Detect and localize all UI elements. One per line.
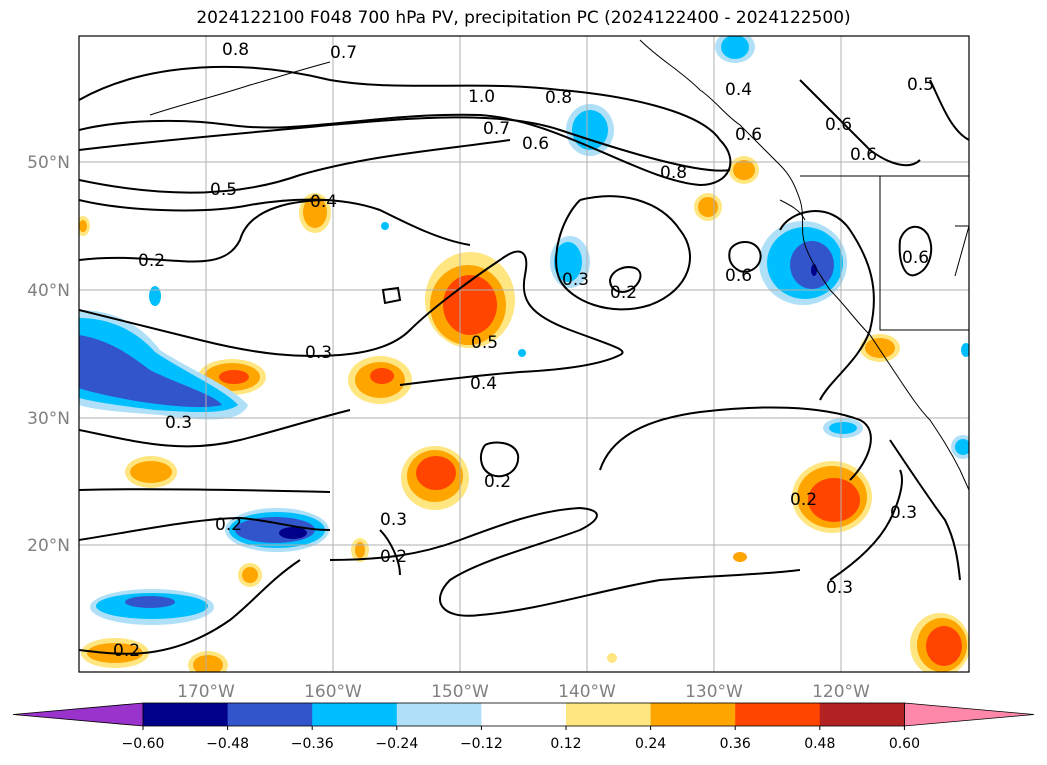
contour-label: 0.2 [380,547,407,567]
contour-label: 0.3 [165,413,192,433]
contour-label: 0.5 [471,333,498,353]
lat-tick-label: 50°N [27,153,70,173]
contour-label: 0.3 [890,503,917,523]
colorbar-segment [143,703,229,726]
contour-label: 0.2 [113,641,140,661]
contour-label: 0.2 [138,251,165,271]
lon-tick-label: 120°W [812,682,870,702]
contour-label: 0.2 [484,472,511,492]
graticule [79,36,969,672]
colorbar-extend-low [12,702,144,727]
contour-label: 0.2 [610,283,637,303]
colorbar-tick-label: 0.36 [720,736,751,752]
contour-label: 0.6 [522,134,549,154]
colorbar-tick-label: −0.60 [122,736,165,752]
colorbar-segment [650,703,736,726]
colorbar-segment [312,703,398,726]
coastlines [149,39,969,491]
lat-tick-label: 30°N [27,409,70,429]
colorbar-tick-label: 0.24 [635,736,666,752]
contour-label: 0.3 [826,578,853,598]
contour-labels: 0.8 0.7 1.0 0.8 0.4 0.7 0.6 0.6 0.8 0.5 … [113,40,934,661]
colorbar-tick-label: 0.60 [889,736,920,752]
colorbar: −0.60 −0.48 −0.36 −0.24 −0.12 0.12 0.24 0.36 0.4… [12,702,1035,752]
lon-tick-label: 130°W [685,682,743,702]
map-title: 2024122100 F048 700 hPa PV, precipitatio… [196,8,851,28]
colorbar-segment [819,703,905,726]
contour-label: 0.6 [902,248,929,268]
contour-label: 0.2 [790,490,817,510]
lon-tick-labels: 170°W 160°W 150°W 140°W 130°W 120°W [177,682,870,702]
lon-tick-label: 140°W [558,682,616,702]
colorbar-segment [396,703,482,726]
contour-label: 0.3 [562,270,589,290]
contour-label: 0.6 [850,145,877,165]
lat-tick-label: 40°N [27,281,70,301]
contour-label: 0.6 [725,266,752,286]
colorbar-outline [142,702,905,727]
contour-label: 0.4 [470,374,497,394]
colorbar-segment [481,703,567,726]
contour-label: 0.8 [222,40,249,60]
contour-label: 0.8 [660,163,687,183]
contour-label: 0.3 [380,510,407,530]
colorbar-tick-label: 0.48 [804,736,835,752]
lon-tick-label: 170°W [177,682,235,702]
colorbar-tick-label: 0.12 [550,736,581,752]
contour-label: 0.6 [825,115,852,135]
colorbar-segment [227,703,313,726]
lon-tick-label: 160°W [304,682,362,702]
contour-label: 1.0 [468,87,495,107]
colorbar-tick-label: −0.12 [460,736,503,752]
contour-label: 0.7 [483,119,510,139]
contour-label: 0.2 [215,515,242,535]
colorbar-tick-label: −0.36 [291,736,334,752]
contour-label: 0.4 [725,80,752,100]
contour-label: 0.5 [907,75,934,95]
contour-label: 0.7 [330,43,357,63]
contour-label: 0.3 [305,343,332,363]
colorbar-tick-label: −0.48 [206,736,249,752]
contour-label: 0.8 [545,88,572,108]
colorbar-tick-label: −0.24 [375,736,418,752]
lat-tick-labels: 50°N 40°N 30°N 20°N [27,153,70,556]
contour-label: 0.5 [210,180,237,200]
pv-contours [79,65,969,655]
lon-tick-label: 150°W [431,682,489,702]
contour-label: 0.6 [735,125,762,145]
contour-label: 0.4 [310,192,337,212]
colorbar-segment [566,703,652,726]
map-border [78,35,970,673]
colorbar-extend-high [904,702,1035,727]
colorbar-segment [735,703,821,726]
lat-tick-label: 20°N [27,536,70,556]
precip-positive-shading [79,156,969,672]
